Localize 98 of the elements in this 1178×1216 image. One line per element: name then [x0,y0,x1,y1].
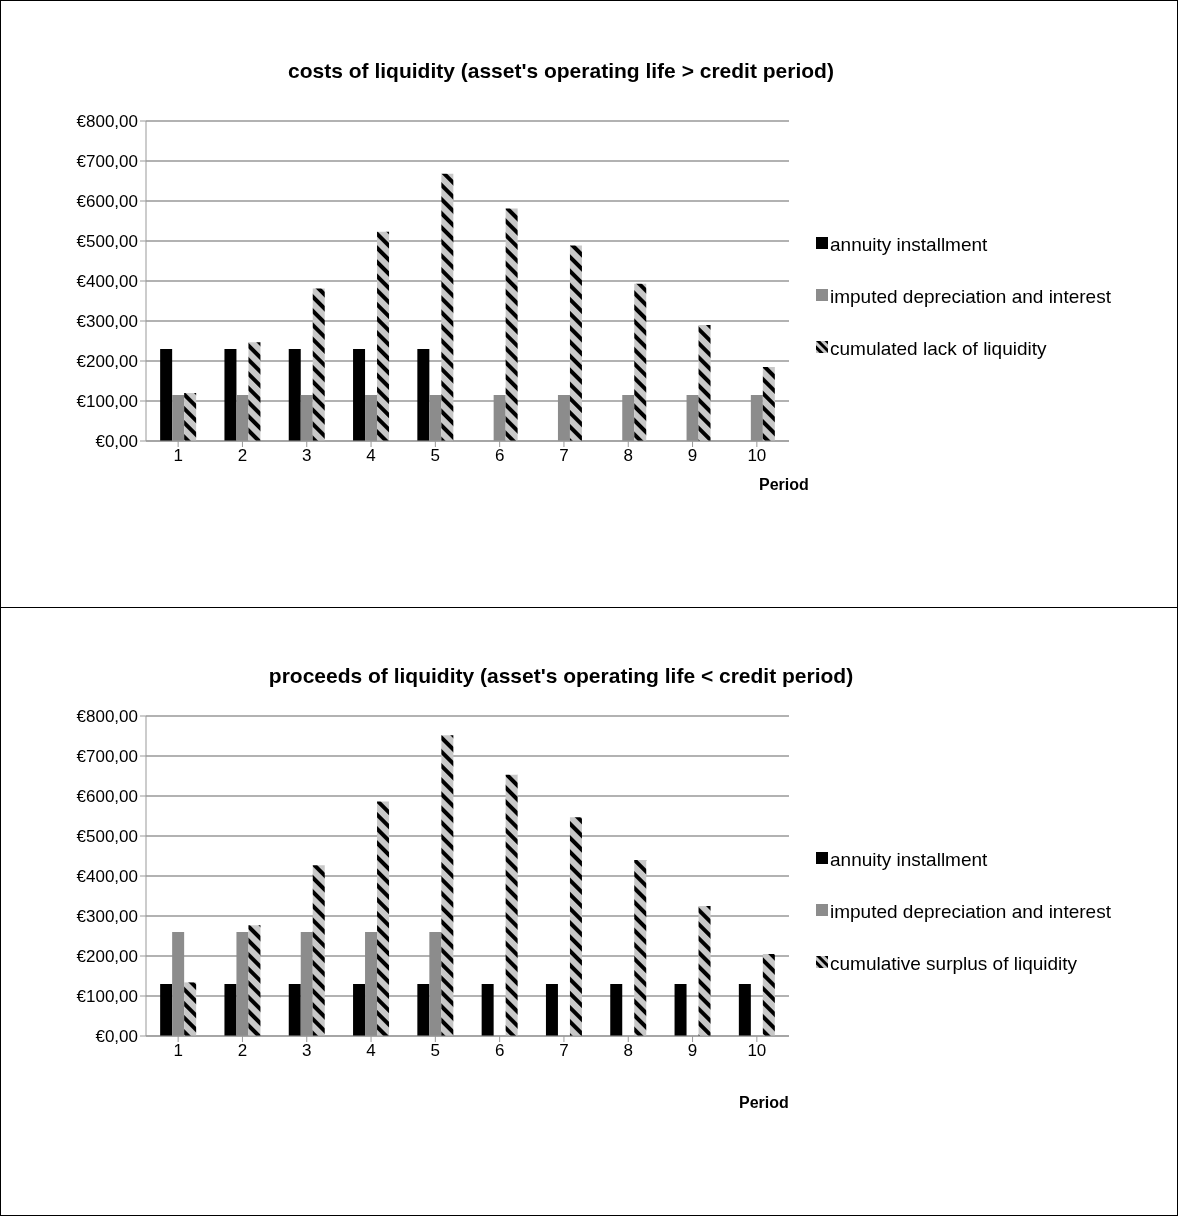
bar [248,342,261,441]
bar [545,984,558,1036]
bar [634,283,647,441]
bar [172,395,185,441]
x-tick-label: 7 [559,1041,569,1061]
x-tick-label: 1 [173,446,183,466]
bar [417,984,430,1036]
bar [288,349,301,441]
y-tick-label: €800,00 [76,112,138,132]
x-tick-label: 4 [366,1041,376,1061]
chart-title: proceeds of liquidity (asset's operating life < credit period) [267,664,855,688]
y-tick-label: €700,00 [76,152,138,172]
y-tick-label: €400,00 [76,272,138,292]
y-tick-label: €100,00 [76,392,138,412]
bar [365,395,378,441]
bar [429,932,442,1036]
x-tick-label: 9 [687,1041,698,1061]
bar [353,984,366,1036]
bar [248,925,261,1036]
y-tick-label: €300,00 [76,312,138,332]
y-tick-label: €500,00 [76,827,138,847]
x-tick-label: 3 [302,1041,312,1061]
bar [312,865,325,1036]
bar [288,984,301,1036]
legend-label: imputed depreciation and interest [830,900,1111,924]
y-tick-label: €200,00 [76,947,138,967]
bar [300,395,313,441]
bar [569,245,582,441]
legend-label: annuity installment [830,848,988,872]
bar [236,932,249,1036]
x-tick-label: 5 [430,1041,441,1061]
bar [610,984,623,1036]
bar [505,208,518,441]
legend-label: annuity installment [830,233,988,257]
x-tick-label: 10 [747,446,767,466]
y-tick-label: €800,00 [76,707,138,727]
chart-title: costs of liquidity (asset's operating life > credit period) [287,59,835,83]
x-tick-label: 8 [623,1041,633,1061]
bar [377,801,390,1036]
bar [429,395,442,441]
bar [481,984,494,1036]
bar [236,395,249,441]
bar [312,288,325,441]
bar [365,932,378,1036]
x-tick-label: 2 [237,1041,248,1061]
y-tick-label: €600,00 [76,192,138,212]
bar [505,774,518,1036]
y-tick-label: €600,00 [76,787,138,807]
x-tick-label: 6 [494,1041,505,1061]
y-tick-label: €300,00 [76,907,138,927]
y-tick-label: €700,00 [76,747,138,767]
x-axis-title: Period [739,1094,789,1112]
bar [762,367,775,441]
legend-label: imputed depreciation and interest [830,285,1111,309]
bar [160,349,173,441]
bar [698,906,711,1036]
bar [224,984,237,1036]
bar [377,231,390,441]
bar [417,349,430,441]
bar [353,349,366,441]
y-tick-label: €500,00 [76,232,138,252]
bar [160,984,173,1036]
x-axis-title: Period [759,476,809,494]
x-tick-label: 4 [366,446,376,466]
bar [184,393,197,441]
bar [738,984,751,1036]
x-tick-label: 1 [173,1041,183,1061]
x-tick-label: 10 [747,1041,767,1061]
bar [493,395,506,441]
y-tick-label: €100,00 [76,987,138,1007]
bar [224,349,237,441]
text: cumulated lack of liquidity [830,337,1047,361]
x-tick-label: 9 [687,446,698,466]
bar [557,395,570,441]
bar [762,954,775,1036]
bar [634,860,647,1036]
x-tick-label: 6 [494,446,505,466]
y-tick-label: €200,00 [76,352,138,372]
y-tick-label: €400,00 [76,867,138,887]
x-tick-label: 7 [559,446,569,466]
x-tick-label: 5 [430,446,441,466]
x-tick-label: 2 [237,446,248,466]
x-tick-label: 3 [302,446,312,466]
bar [184,982,197,1036]
bar [750,395,763,441]
bar [441,735,454,1036]
y-tick-label: €0,00 [95,432,138,452]
bar [674,984,687,1036]
y-tick-label: €0,00 [95,1027,138,1047]
bar [686,395,699,441]
bar [172,932,185,1036]
bar [569,817,582,1036]
x-tick-label: 8 [623,446,633,466]
bar [622,395,635,441]
text: cumulative surplus of liquidity [830,952,1078,976]
bar [698,325,711,441]
bar [300,932,313,1036]
bar [441,173,454,441]
